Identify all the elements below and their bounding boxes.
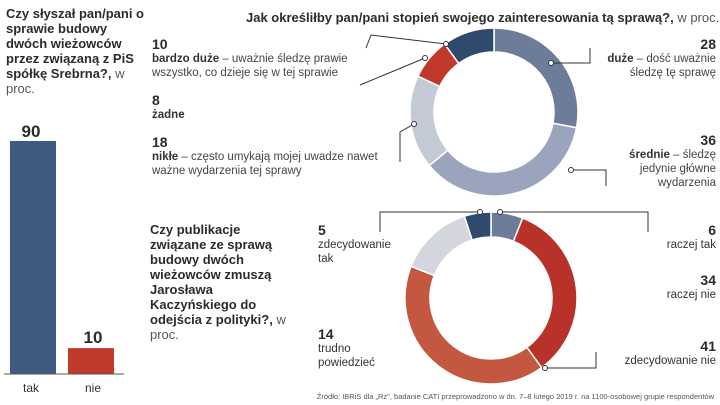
leader-duze xyxy=(551,48,591,64)
label-raczej-nie: 34 raczej nie xyxy=(666,272,716,301)
bar-chart-title: Czy słyszał pan/pani o sprawie budowy dw… xyxy=(6,6,144,96)
leader-dot-3 xyxy=(411,121,417,127)
leader-dot-4 xyxy=(422,55,428,61)
source-note: Źródło: IBRiS dla „Rz", badanie CATI prz… xyxy=(316,392,714,401)
bar-value-tak: 90 xyxy=(21,122,41,141)
label-nikle: 18 nikłe – często umykają mojej uwadze n… xyxy=(152,134,378,177)
label-duze: 28 duże – dość uważnie śledzę tę sprawę xyxy=(607,36,716,79)
leader-bardzo-duze xyxy=(365,34,447,49)
bar-value-nie: 10 xyxy=(83,328,103,347)
leader-zdecydowanie-nie xyxy=(545,352,597,369)
label-raczej-tak: 6 raczej tak xyxy=(666,222,716,251)
label-srednie: 36 średnie – śledzę jedynie główne wydar… xyxy=(629,132,716,189)
donut2-slice-3 xyxy=(410,215,474,277)
leader-nikle xyxy=(399,123,415,162)
leader-dot-5 xyxy=(477,209,483,215)
donut1-title: Jak określiłby pan/pani stopień swojego … xyxy=(246,10,720,25)
donut2-slice-2 xyxy=(404,265,543,385)
label-zdecydowanie-nie: 41 zdecydowanie nie xyxy=(624,338,716,367)
donut1-slice-1 xyxy=(428,122,578,197)
donut2-slice-1 xyxy=(512,217,578,369)
bar-tak xyxy=(10,141,56,374)
leader-srednie xyxy=(571,169,607,186)
leader-dot-2 xyxy=(568,167,574,173)
donut1-slice-2 xyxy=(409,75,449,167)
label-bardzo-duze: 10 bardzo duże – uważnie śledzę prawie w… xyxy=(152,36,348,79)
donut2-slice-4 xyxy=(463,211,492,241)
donut2-title: Czy publikacje związane ze sprawą budowy… xyxy=(150,222,286,342)
leader-dot-0 xyxy=(443,41,449,47)
leader-zadne xyxy=(359,57,426,86)
bar-label-nie: nie xyxy=(84,381,101,395)
label-zdecydowanie-tak: 5 zdecydowanie tak xyxy=(318,222,391,265)
leader-raczej-tak xyxy=(500,211,649,232)
leader-dot-7 xyxy=(542,365,548,371)
label-trudno-powiedziec: 14 trudno powiedzieć xyxy=(318,326,375,369)
donut1-slice-0 xyxy=(493,27,579,129)
leader-zdecydowanie-tak xyxy=(379,211,480,232)
leader-dot-1 xyxy=(548,60,554,66)
label-zadne: 8 żadne xyxy=(152,92,185,121)
bar-label-tak: tak xyxy=(22,381,39,395)
bar-nie xyxy=(68,348,114,374)
donut1-slice-4 xyxy=(443,27,495,65)
leader-dot-6 xyxy=(497,209,503,215)
